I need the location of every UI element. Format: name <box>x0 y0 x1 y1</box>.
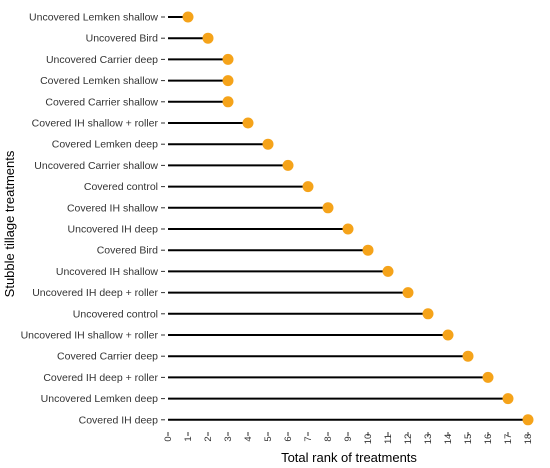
y-tick-label: Covered Carrier deep <box>57 351 158 363</box>
y-tick-label: Covered IH shallow <box>67 202 158 214</box>
y-axis-title: Stubble tillage treatments <box>2 150 17 297</box>
lollipop-point <box>242 117 254 129</box>
y-tick-label: Covered Carrier shallow <box>45 96 158 108</box>
x-tick-label: 12 <box>403 434 414 445</box>
y-tick-label: Uncovered IH deep <box>68 224 159 236</box>
y-tick-label: Covered Lemken deep <box>52 139 158 151</box>
lollipop-point <box>462 350 474 362</box>
y-tick-label: Uncovered IH deep + roller <box>32 287 158 299</box>
x-tick-label: 17 <box>503 434 514 445</box>
x-tick-label: 16 <box>483 434 494 445</box>
lollipop-point <box>442 329 454 341</box>
lollipop-point <box>402 287 414 299</box>
x-axis: 0 1 2 3 4 5 6 7 8 9 10 11 12 13 14 15 16 17 18 <box>163 432 534 444</box>
lollipop-point <box>302 181 314 193</box>
y-tick-label: Covered IH deep + roller <box>43 372 158 384</box>
y-tick-label: Covered control <box>84 181 158 193</box>
y-tick-label: Uncovered Carrier deep <box>46 54 158 66</box>
lollipop-point <box>222 96 234 108</box>
x-tick-label: 7 <box>303 436 314 441</box>
lollipop-point <box>342 223 354 235</box>
lollipop-point <box>182 11 194 23</box>
x-axis-title: Total rank of treatments <box>281 450 417 465</box>
y-axis: Uncovered Lemken shallow Uncovered Bird Un… <box>21 12 165 426</box>
y-tick-label: Uncovered IH shallow <box>56 266 159 278</box>
x-tick-label: 15 <box>463 434 474 445</box>
x-tick-label: 9 <box>343 436 354 441</box>
x-tick-label: 4 <box>243 436 254 441</box>
lollipop-point <box>502 393 514 405</box>
lollipop-point <box>222 53 234 65</box>
y-tick-label: Uncovered Lemken deep <box>41 393 158 405</box>
y-tick-label: Uncovered control <box>73 308 158 320</box>
x-tick-label: 1 <box>183 436 194 441</box>
y-tick-label: Covered Bird <box>97 245 158 257</box>
lollipop-point <box>422 308 434 320</box>
lollipop-point <box>222 75 234 87</box>
lollipop-point <box>362 244 374 256</box>
y-tick-label: Uncovered Bird <box>86 33 159 45</box>
x-tick-label: 10 <box>363 434 374 445</box>
x-tick-label: 14 <box>443 434 454 445</box>
x-tick-label: 2 <box>203 436 214 441</box>
x-tick-label: 8 <box>323 436 334 441</box>
y-tick-label: Uncovered IH shallow + roller <box>21 330 159 342</box>
y-tick-label: Uncovered Lemken shallow <box>29 12 158 24</box>
x-tick-label: 3 <box>223 436 234 441</box>
y-tick-label: Uncovered Carrier shallow <box>34 160 158 172</box>
plot-area <box>168 11 534 426</box>
y-tick-label: Covered Lemken shallow <box>40 75 158 87</box>
lollipop-point <box>202 32 214 44</box>
lollipop-point <box>322 202 334 214</box>
lollipop-point <box>282 159 294 171</box>
x-tick-label: 6 <box>283 436 294 441</box>
lollipop-point <box>482 371 494 383</box>
x-tick-label: 5 <box>263 436 274 441</box>
y-tick-label: Covered IH shallow + roller <box>32 118 159 130</box>
x-tick-label: 11 <box>383 434 394 444</box>
lollipop-point <box>522 414 534 426</box>
y-tick-label: Covered IH deep <box>79 414 159 426</box>
x-tick-label: 0 <box>163 436 174 441</box>
x-tick-label: 13 <box>423 434 434 445</box>
lollipop-point <box>262 138 274 150</box>
x-tick-label: 18 <box>523 434 534 445</box>
lollipop-point <box>382 265 394 277</box>
